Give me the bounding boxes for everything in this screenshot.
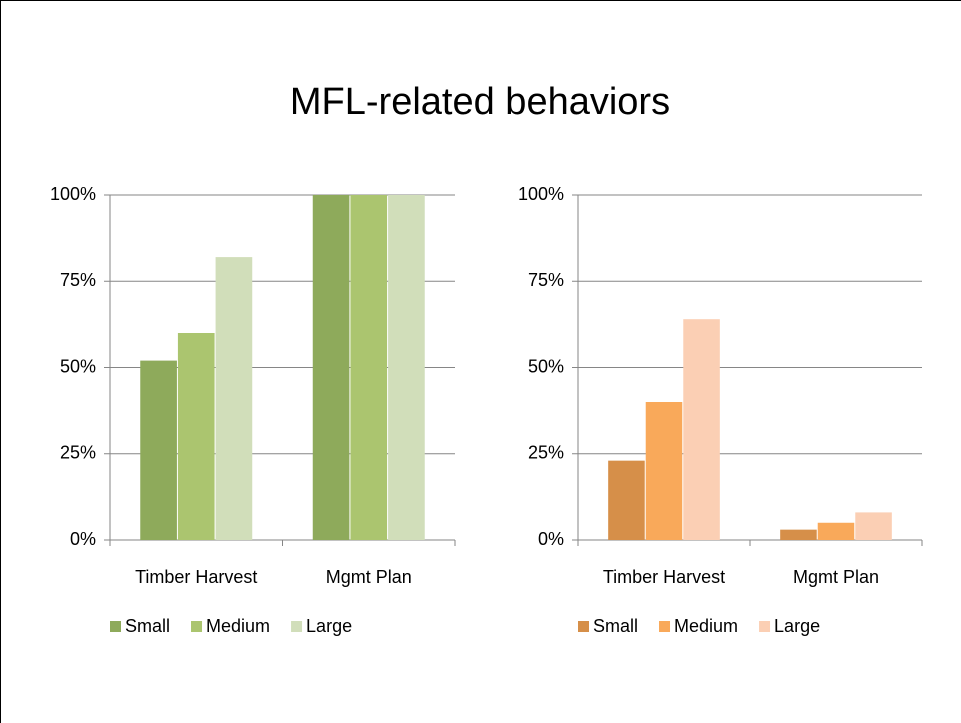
- legend-label: Small: [125, 616, 170, 636]
- x-tick-label: Mgmt Plan: [326, 567, 412, 587]
- bar: [855, 512, 892, 540]
- legend-label: Large: [774, 616, 820, 636]
- legend-label: Large: [306, 616, 352, 636]
- bar: [780, 529, 817, 540]
- y-tick-label: 50%: [528, 356, 564, 376]
- legend-swatch: [110, 621, 121, 632]
- legend-swatch: [578, 621, 589, 632]
- y-tick-label: 100%: [50, 184, 96, 204]
- legend-swatch: [659, 621, 671, 632]
- bar: [388, 195, 425, 540]
- y-tick-label: 100%: [518, 184, 564, 204]
- legend-swatch: [291, 621, 303, 632]
- legend-label: Medium: [674, 616, 738, 636]
- bar: [645, 402, 683, 540]
- bar: [683, 319, 720, 540]
- y-tick-label: 50%: [60, 356, 96, 376]
- y-tick-label: 75%: [528, 270, 564, 290]
- bar: [312, 195, 350, 540]
- legend-label: Small: [593, 616, 638, 636]
- y-tick-label: 0%: [538, 529, 564, 549]
- x-tick-label: Mgmt Plan: [793, 567, 879, 587]
- y-tick-label: 25%: [528, 443, 564, 463]
- y-tick-label: 0%: [70, 529, 96, 549]
- y-tick-label: 75%: [60, 270, 96, 290]
- legend-swatch: [191, 621, 203, 632]
- legend-swatch: [759, 621, 771, 632]
- bar: [215, 257, 253, 540]
- y-tick-label: 25%: [60, 443, 96, 463]
- bar: [177, 333, 215, 540]
- x-tick-label: Timber Harvest: [135, 567, 257, 587]
- x-tick-label: Timber Harvest: [603, 567, 725, 587]
- slide-title: MFL-related behaviors: [290, 81, 670, 123]
- legend-label: Medium: [206, 616, 270, 636]
- bar: [817, 522, 855, 540]
- bar: [350, 195, 388, 540]
- bar: [608, 460, 645, 540]
- bar: [140, 360, 177, 540]
